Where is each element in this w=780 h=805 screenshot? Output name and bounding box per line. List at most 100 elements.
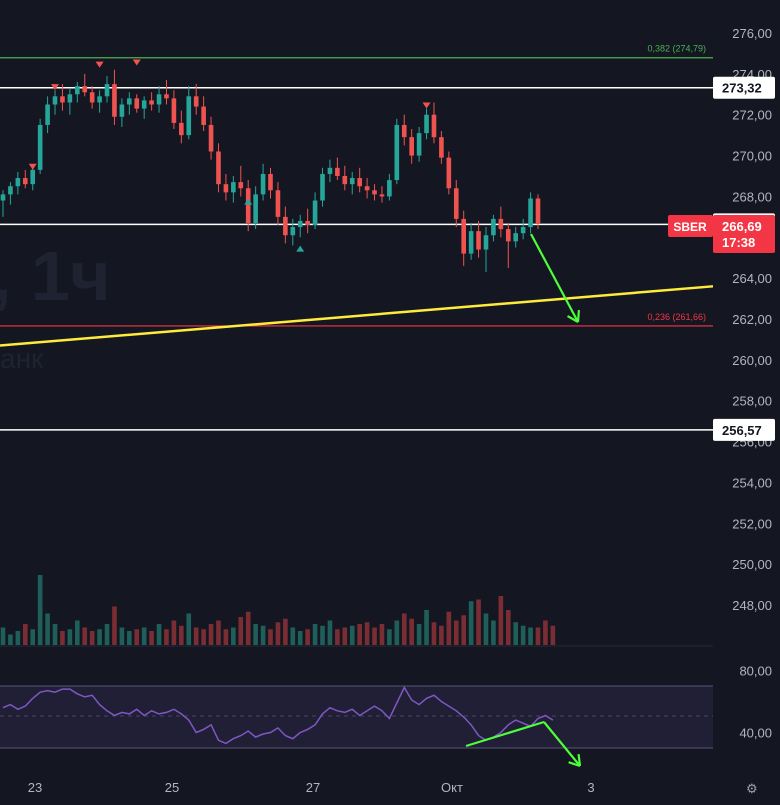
gear-icon[interactable]: ⚙ <box>746 781 758 796</box>
volume-bar <box>535 627 541 645</box>
volume-bar <box>112 606 117 645</box>
candle-body <box>409 137 414 156</box>
candle-body <box>8 186 13 195</box>
level-price-label: 256,57 <box>722 423 762 438</box>
volume-bar <box>164 629 169 645</box>
volume-bar <box>424 610 429 645</box>
candle-body <box>156 94 162 105</box>
candle-body <box>104 84 110 97</box>
price-tick-label: 260,00 <box>732 353 772 368</box>
candle-body <box>164 94 169 99</box>
volume-bar <box>156 624 162 645</box>
last-price: 266,69 <box>722 219 762 234</box>
candle-body <box>342 176 348 185</box>
last-price-badge <box>713 215 775 253</box>
forecast-arrow-head <box>567 309 580 323</box>
volume-bar <box>186 613 192 645</box>
volume-bar <box>97 629 102 645</box>
time-layer: 23 25 27 Окт 3 <box>28 780 595 795</box>
volume-bar <box>379 624 385 645</box>
candle-body <box>349 178 355 185</box>
candle-body <box>416 133 422 156</box>
rsi-forecast-arrow-head <box>568 753 582 768</box>
candle-body <box>453 188 459 219</box>
time-tick-label: 27 <box>306 780 320 795</box>
candle-body <box>446 157 452 189</box>
volume-bar <box>305 629 310 645</box>
volume-bar <box>290 627 296 645</box>
candle-body <box>37 124 43 170</box>
candle-body <box>387 180 392 197</box>
volume-bar <box>372 627 377 645</box>
candle-body <box>112 84 117 117</box>
sell-signal-marker <box>95 61 104 68</box>
price-tick-label: 250,00 <box>732 557 772 572</box>
candle-body <box>461 218 466 254</box>
volume-bar <box>476 599 481 645</box>
sell-signal-marker <box>28 163 37 170</box>
volume-bar <box>505 610 511 645</box>
candle-body <box>379 194 385 197</box>
volume-bar <box>171 620 177 645</box>
candle-body <box>201 106 206 125</box>
levels-layer: 0,382 (274,79) 0,236 (261,66) <box>0 44 714 431</box>
volume-bar <box>550 625 556 645</box>
price-tick-label: 272,00 <box>732 108 772 123</box>
candle-body <box>193 96 199 107</box>
volume-bar <box>127 631 132 645</box>
volume-bar <box>335 629 340 645</box>
rsi-tick-label: 80,00 <box>739 664 772 679</box>
candle-body <box>268 173 273 191</box>
time-axis[interactable] <box>0 775 713 800</box>
volume-bar <box>409 618 414 645</box>
price-tick-label: 264,00 <box>732 271 772 286</box>
volume-bar <box>364 622 370 645</box>
volume-bar <box>275 622 281 645</box>
candle-body <box>52 96 58 105</box>
volume-bar <box>45 613 50 645</box>
trendline <box>0 285 714 347</box>
price-axis[interactable] <box>713 0 780 775</box>
volume-bar <box>216 620 221 645</box>
time-tick-label: 3 <box>587 780 594 795</box>
candle-body <box>30 169 36 185</box>
volume-bar <box>349 625 355 645</box>
price-tick-label: 262,00 <box>732 312 772 327</box>
ticker-label: SBER <box>673 220 707 234</box>
candle-body <box>476 231 481 250</box>
candle-body <box>238 182 244 189</box>
volume-bar <box>37 575 43 645</box>
candle-body <box>513 233 519 242</box>
candle-body <box>468 231 474 254</box>
price-tick-label: 248,00 <box>732 598 772 613</box>
candle-body <box>439 137 444 158</box>
candle-body <box>505 229 511 242</box>
candle-body <box>82 86 88 93</box>
candle-body <box>491 218 496 236</box>
volume-bar <box>82 627 88 645</box>
candle-body <box>245 188 251 223</box>
volume-bar <box>446 611 452 645</box>
candle-body <box>208 124 214 152</box>
time-tick-label: 23 <box>28 780 42 795</box>
forecast-arrow <box>530 233 579 323</box>
level-price-label: 273,32 <box>722 81 762 96</box>
level-price-badge <box>713 76 775 99</box>
candle-body <box>283 216 288 236</box>
candle-body <box>260 173 266 195</box>
price-tick-label: 268,00 <box>732 189 772 204</box>
sell-signal-marker <box>51 84 60 91</box>
candle-body <box>275 190 281 217</box>
level-price-badge <box>713 418 775 441</box>
volume-bar <box>238 617 244 645</box>
price-tick-label: 276,00 <box>732 26 772 41</box>
rsi-layer <box>2 685 554 745</box>
candle-body <box>223 184 229 193</box>
volume-bar <box>22 624 28 645</box>
candle-body <box>75 86 80 95</box>
time-tick-label: 25 <box>165 780 179 795</box>
candle-body <box>290 227 296 236</box>
volume-bar <box>327 620 333 645</box>
